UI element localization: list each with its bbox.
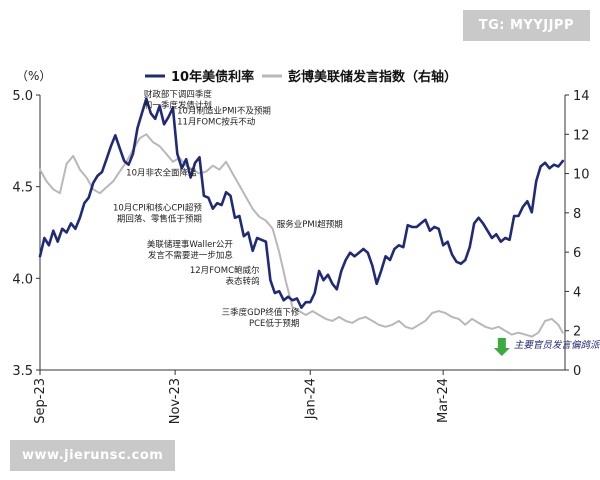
annotation-line: 和一季度发债计划 — [144, 100, 212, 111]
annotation-line: PCE低于预期 — [249, 318, 299, 329]
left-tick-label: 3.5 — [12, 364, 33, 379]
annotation-line: 主要官员发言偏鸽派 — [514, 339, 600, 351]
annotation-line: 表态转鸽 — [226, 276, 261, 287]
fedspeak-series-line — [39, 133, 564, 338]
annotation-label: 美联储理事Waller公开发言不需要进一步加息 — [147, 239, 234, 261]
annotation-label: 三季度GDP终值下修 PCE低于预期 — [222, 307, 300, 329]
annotation-line: 12月FOMC鲍威尔 — [190, 265, 260, 276]
annotation-line: 10月CPI和核心CPI超预 — [113, 203, 202, 214]
left-unit-label: （%） — [16, 69, 51, 83]
annotation-label: 10月CPI和核心CPI超预期回落、零售低于预期 — [113, 203, 202, 225]
left-tick-label: 4.0 — [12, 272, 33, 287]
annotation-line: 11月FOMC按兵不动 — [177, 116, 256, 127]
right-tick-label: 10 — [573, 168, 590, 183]
legend-label: 10年美债利率 — [171, 69, 254, 85]
annotation-label: 服务业PMI超预期 — [277, 219, 343, 230]
left-tick-label: 4.5 — [12, 181, 33, 196]
site-watermark: www.jierunsc.com — [10, 440, 176, 471]
annotation-label: 主要官员发言偏鸽派 — [514, 339, 600, 351]
x-tick-label: Jan-24 — [303, 378, 318, 420]
annotation-line: 财政部下调四季度 — [144, 89, 213, 100]
legend-label: 彭博美联储发言指数（右轴） — [288, 69, 457, 85]
annotation-line: 发言不需要进一步加息 — [148, 250, 234, 261]
axes-layer: 3.5 4.0 4.5 5.0 （%） 0 2 4 6 8 10 12 14 Sep-23 Nov-23 Ja… — [12, 69, 589, 424]
annotation-line: 三季度GDP终值下修 — [222, 307, 300, 318]
right-tick-label: 4 — [573, 285, 581, 300]
x-tick-label: Sep-23 — [33, 378, 48, 424]
x-tick-label: Mar-24 — [436, 378, 451, 423]
right-tick-label: 6 — [573, 246, 581, 261]
down-arrow-icon — [493, 338, 510, 356]
annotation-label: 12月FOMC鲍威尔表态转鸽 — [190, 265, 260, 287]
legend: 10年美债利率 彭博美联储发言指数（右轴） — [145, 69, 457, 85]
right-tick-label: 14 — [573, 89, 590, 104]
annotation-label: 10月制造业PMI不及预期 11月FOMC按兵不动 — [177, 105, 271, 127]
annotation-line: 10月非农全面降温 — [126, 168, 197, 179]
annotation-line: 10月制造业PMI不及预期 — [177, 105, 271, 116]
annotation-label: 财政部下调四季度和一季度发债计划 — [144, 89, 213, 111]
annotation-line: 服务业PMI超预期 — [277, 219, 343, 230]
annotation-label: 10月非农全面降温 — [126, 168, 197, 179]
right-tick-label: 0 — [573, 364, 581, 379]
right-tick-label: 8 — [573, 207, 581, 222]
left-tick-label: 5.0 — [12, 89, 33, 104]
right-tick-label: 2 — [573, 325, 581, 340]
annotation-line: 期回落、零售低于预期 — [117, 214, 202, 225]
tg-watermark: TG: MYYJJPP — [462, 10, 590, 41]
series-layer — [38, 97, 565, 338]
annotation-line: 美联储理事Waller公开 — [147, 239, 234, 250]
right-tick-label: 12 — [573, 128, 590, 143]
x-tick-label: Nov-23 — [168, 378, 183, 424]
yield-series-line — [38, 97, 565, 309]
